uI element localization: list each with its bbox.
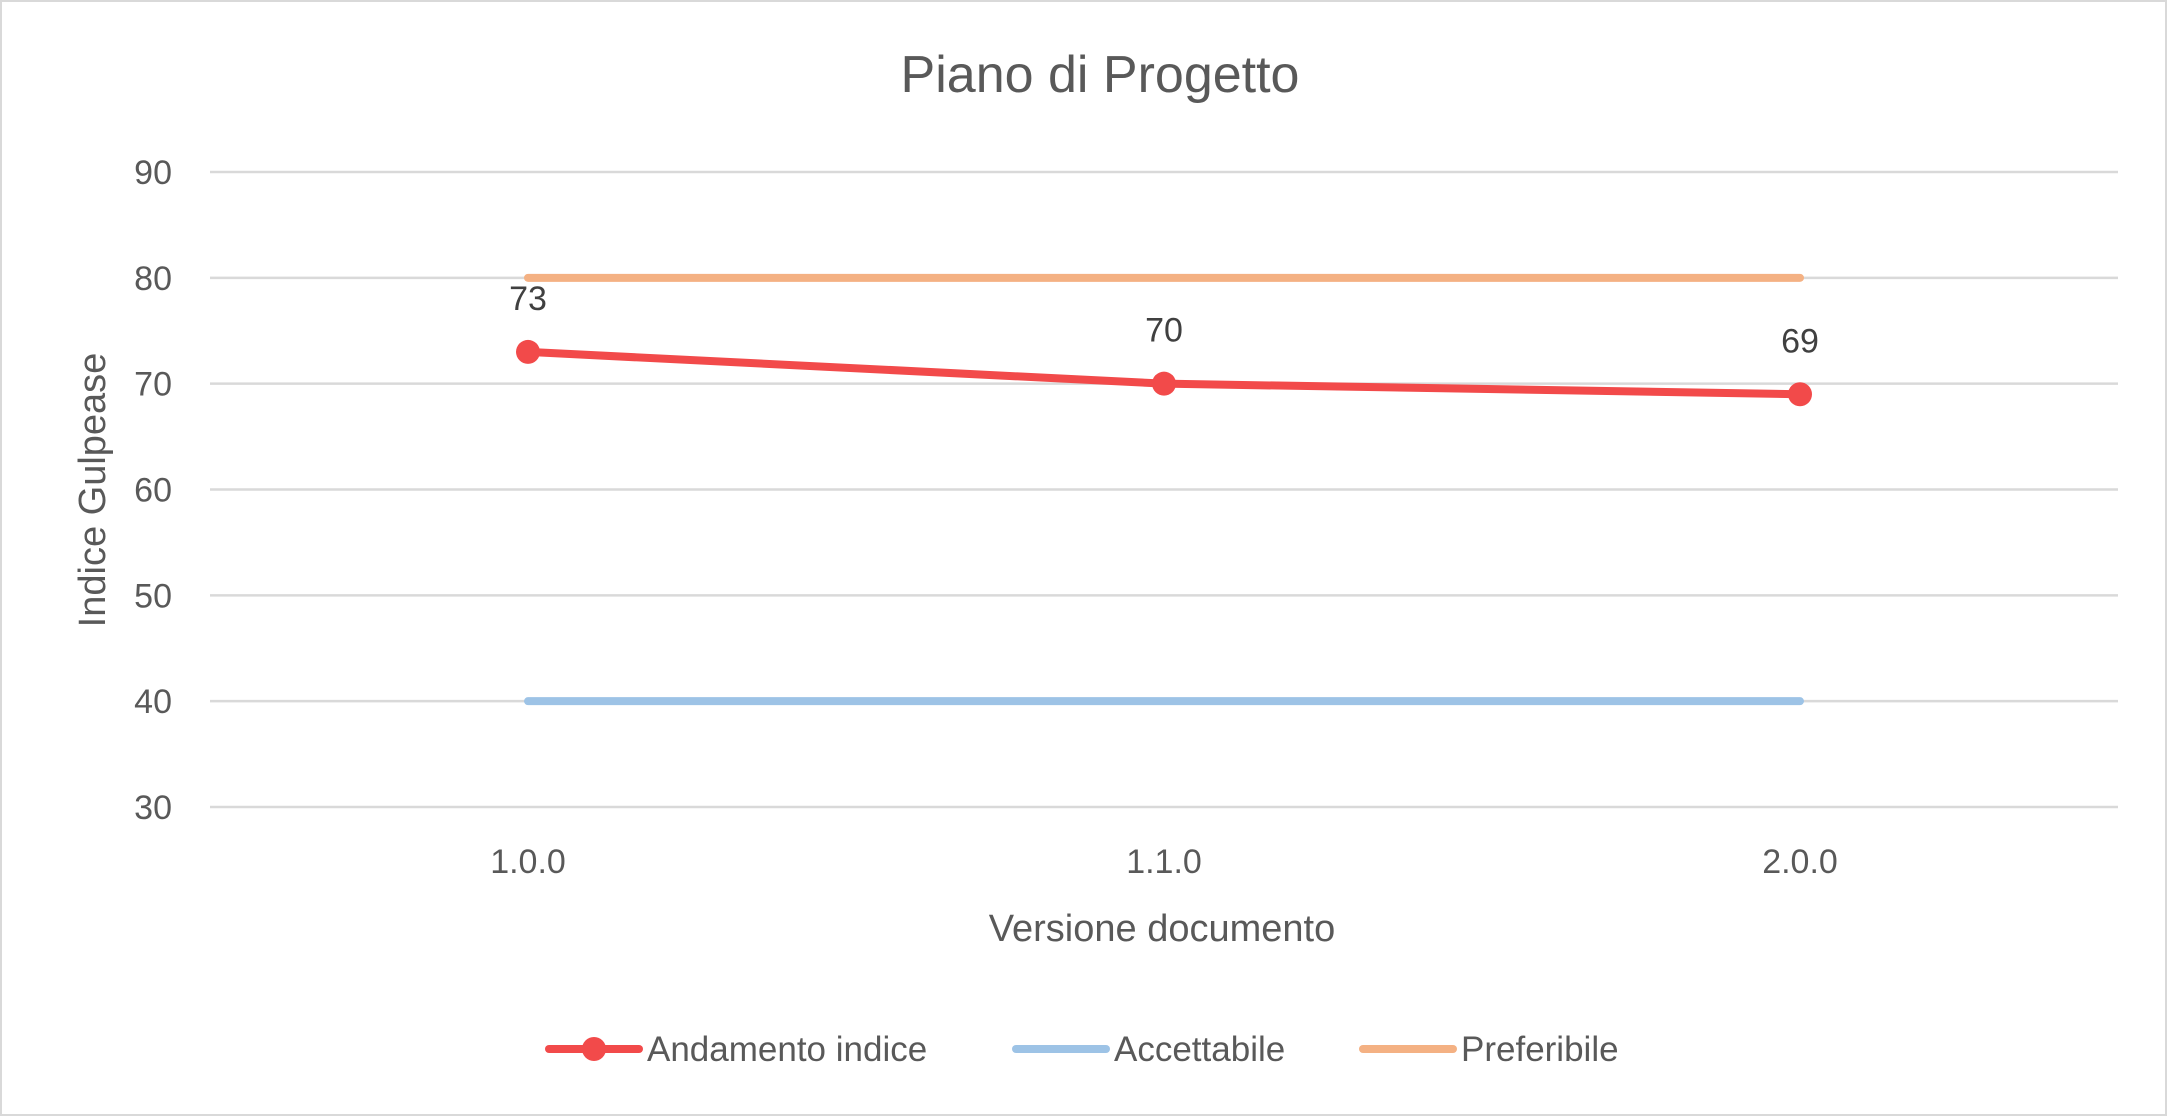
y-axis-ticks: 90 80 70 60 50 40 30 xyxy=(134,154,172,827)
y-tick-label: 80 xyxy=(134,260,172,298)
data-labels: 73 70 69 xyxy=(509,280,1819,360)
legend-label: Accettabile xyxy=(1114,1030,1285,1069)
y-tick-label: 90 xyxy=(134,154,172,192)
y-tick-label: 60 xyxy=(134,472,172,510)
y-tick-label: 30 xyxy=(134,789,172,827)
x-tick-label: 1.1.0 xyxy=(1126,843,1202,881)
x-tick-label: 2.0.0 xyxy=(1762,843,1838,881)
data-point xyxy=(516,339,540,364)
data-point xyxy=(1152,371,1176,396)
x-axis-ticks: 1.0.0 1.1.0 2.0.0 xyxy=(490,843,1838,881)
x-axis-title: Versione documento xyxy=(989,908,1335,950)
y-tick-label: 40 xyxy=(134,683,172,721)
data-label: 69 xyxy=(1781,322,1819,360)
legend-label: Preferibile xyxy=(1461,1030,1619,1069)
y-axis-title: Indice Gulpease xyxy=(72,353,114,628)
legend-marker xyxy=(582,1037,606,1061)
y-tick-label: 70 xyxy=(134,366,172,404)
gridlines xyxy=(210,170,2118,809)
data-point xyxy=(1788,382,1812,407)
data-label: 70 xyxy=(1145,312,1183,350)
legend: Andamento indice Accettabile Preferibile xyxy=(545,1030,1619,1069)
data-label: 73 xyxy=(509,280,547,318)
chart-title: Piano di Progetto xyxy=(901,46,1300,104)
x-tick-label: 1.0.0 xyxy=(490,843,566,881)
y-tick-label: 50 xyxy=(134,577,172,615)
legend-label: Andamento indice xyxy=(647,1030,927,1069)
series xyxy=(516,273,1812,706)
